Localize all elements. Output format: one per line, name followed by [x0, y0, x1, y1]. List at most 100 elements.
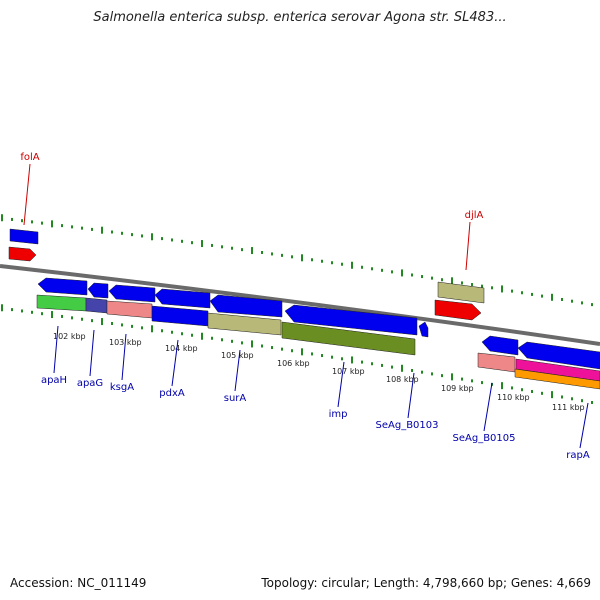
minor-tick — [511, 289, 513, 293]
gene-leader-line — [465, 221, 471, 271]
minor-tick — [121, 323, 123, 327]
minor-tick — [31, 220, 33, 224]
feature-right-rev-1[interactable] — [481, 335, 519, 356]
minor-tick — [541, 294, 543, 298]
major-tick — [201, 332, 203, 340]
tick-label: 102 kbp — [53, 332, 86, 341]
gene-label-apah[interactable]: apaH — [41, 375, 67, 386]
minor-tick — [31, 310, 33, 314]
gene-label-pdxa[interactable]: pdxA — [159, 388, 185, 399]
tick-label: 107 kbp — [332, 367, 365, 376]
feature-khaki[interactable] — [207, 312, 282, 336]
feature-salmon[interactable] — [106, 300, 153, 319]
gene-label-djlA[interactable]: djlA — [465, 210, 484, 221]
minor-tick — [371, 267, 373, 271]
gene-label-ksga[interactable]: ksgA — [110, 382, 134, 393]
gene-label-seag_b0105[interactable]: SeAg_B0105 — [453, 433, 516, 444]
minor-tick — [71, 225, 73, 229]
minor-tick — [41, 221, 43, 225]
minor-tick — [91, 227, 93, 231]
minor-tick — [271, 252, 273, 256]
feature-surA-rev[interactable] — [209, 294, 283, 318]
minor-tick — [561, 395, 563, 399]
minor-tick — [391, 270, 393, 274]
gene-label-seag_b0103[interactable]: SeAg_B0103 — [376, 420, 439, 431]
feature-navy[interactable] — [85, 297, 108, 314]
inner-tick-ring — [1, 304, 593, 405]
minor-tick — [161, 329, 163, 333]
minor-tick — [481, 284, 483, 288]
feature-right-magenta[interactable] — [515, 358, 600, 382]
major-tick — [451, 373, 453, 381]
accession-label: Accession: NC_011149 — [10, 576, 147, 590]
minor-tick — [241, 341, 243, 345]
minor-tick — [41, 312, 43, 316]
minor-tick — [21, 309, 23, 313]
gene-leader-line — [171, 339, 179, 387]
minor-tick — [581, 399, 583, 403]
gene-leader-line — [483, 382, 493, 432]
minor-tick — [341, 262, 343, 266]
feature-blue-cat[interactable] — [151, 305, 209, 327]
minor-tick — [321, 259, 323, 263]
major-tick — [151, 325, 153, 333]
minor-tick — [581, 301, 583, 305]
tick-label: 108 kbp — [386, 375, 419, 384]
minor-tick — [411, 273, 413, 277]
feature-small-rev[interactable] — [418, 321, 429, 338]
minor-tick — [421, 275, 423, 279]
minor-tick — [341, 357, 343, 361]
minor-tick — [541, 391, 543, 395]
topology-summary: Topology: circular; Length: 4,798,660 bp… — [261, 576, 591, 590]
gene-label-sura[interactable]: surA — [224, 393, 247, 404]
major-tick — [51, 220, 53, 228]
feature-right-salmon[interactable] — [477, 352, 516, 373]
major-tick — [351, 261, 353, 269]
feature-apaG-rev[interactable] — [87, 282, 109, 299]
minor-tick — [331, 261, 333, 265]
minor-tick — [381, 268, 383, 272]
minor-tick — [321, 354, 323, 358]
feature-green[interactable] — [36, 294, 87, 312]
minor-tick — [11, 308, 13, 312]
gene-label-imp[interactable]: imp — [329, 409, 348, 420]
minor-tick — [391, 365, 393, 369]
gene-leader-line — [89, 329, 95, 377]
minor-tick — [161, 237, 163, 241]
minor-tick — [291, 349, 293, 353]
feature-pdxA-rev[interactable] — [154, 288, 211, 309]
minor-tick — [481, 381, 483, 385]
minor-tick — [311, 258, 313, 262]
feature-imp-rev[interactable] — [284, 304, 418, 336]
minor-tick — [471, 379, 473, 383]
major-tick — [101, 226, 103, 234]
minor-tick — [491, 286, 493, 290]
major-tick — [151, 233, 153, 241]
feature-apaH-rev[interactable] — [37, 277, 88, 296]
feature-djlA-khaki[interactable] — [437, 281, 485, 304]
feature-tracks — [8, 228, 600, 390]
gene-label-folA[interactable]: folA — [20, 152, 39, 163]
minor-tick — [441, 278, 443, 282]
minor-tick — [241, 248, 243, 252]
minor-tick — [521, 291, 523, 295]
minor-tick — [431, 276, 433, 280]
minor-tick — [181, 239, 183, 243]
gene-label-apag[interactable]: apaG — [77, 378, 103, 389]
minor-tick — [431, 372, 433, 376]
major-tick — [351, 356, 353, 364]
minor-tick — [371, 362, 373, 366]
feature-olive[interactable] — [281, 321, 416, 356]
minor-tick — [281, 347, 283, 351]
feature-red-topleft[interactable] — [8, 246, 37, 262]
feature-blue-topleft[interactable] — [9, 228, 39, 245]
feature-ksgA-rev[interactable] — [108, 284, 156, 303]
minor-tick — [361, 265, 363, 269]
minor-tick — [311, 352, 313, 356]
gene-label-rapa[interactable]: rapA — [566, 450, 590, 461]
feature-right-rev-2[interactable] — [517, 341, 600, 370]
feature-right-orange[interactable] — [514, 368, 600, 390]
minor-tick — [461, 281, 463, 285]
feature-djlA-red[interactable] — [434, 299, 482, 321]
